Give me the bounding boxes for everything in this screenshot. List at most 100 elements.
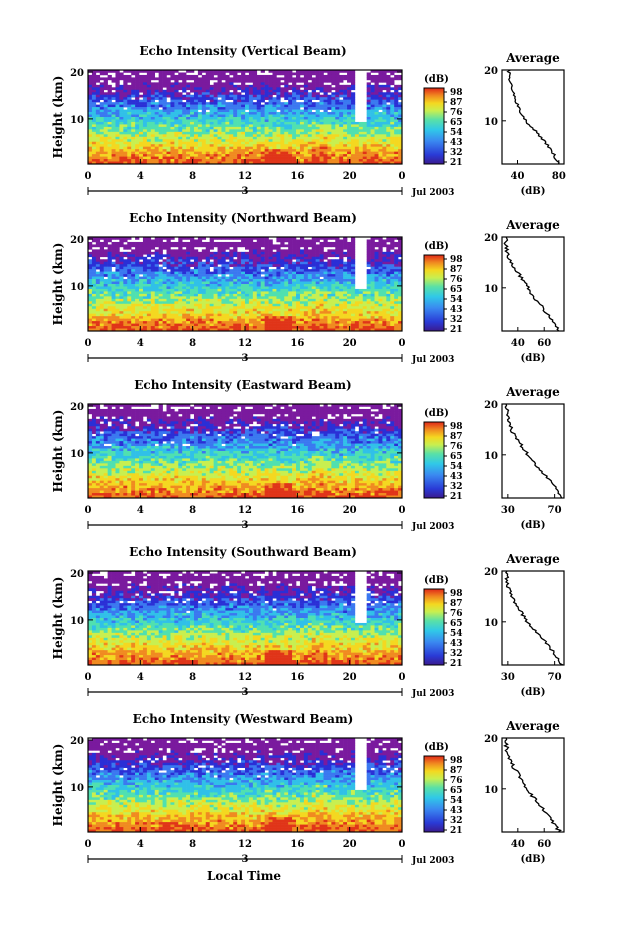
heatmap-cell — [163, 299, 167, 302]
heatmap-cell — [284, 304, 288, 307]
heatmap-cell — [229, 105, 233, 108]
heatmap-cell — [214, 159, 218, 162]
heatmap-cell — [143, 284, 147, 287]
heatmap-cell — [367, 294, 371, 297]
heatmap-cell — [378, 282, 382, 285]
heatmap-cell — [249, 92, 253, 95]
heatmap-cell — [292, 97, 296, 100]
heatmap-cell — [249, 299, 253, 302]
heatmap-cell — [343, 296, 347, 299]
heatmap-cell — [155, 242, 159, 245]
heatmap-cell — [139, 252, 143, 255]
heatmap-cell — [198, 286, 202, 289]
heatmap-cell — [159, 296, 163, 299]
heatmap-cell — [288, 154, 292, 157]
heatmap-cell — [276, 122, 280, 125]
heatmap-cell — [108, 284, 112, 287]
heatmap-cell — [190, 119, 194, 122]
heatmap-cell — [135, 244, 139, 247]
heatmap-cell — [174, 244, 178, 247]
heatmap-cell — [182, 80, 186, 83]
heatmap-cell — [119, 107, 123, 110]
heatmap-cell — [237, 87, 241, 90]
heatmap-cell — [245, 119, 249, 122]
panel-0: Echo Intensity (Vertical Beam)Height (km… — [51, 44, 566, 198]
heatmap-cell — [127, 294, 131, 297]
heatmap-cell — [339, 117, 343, 120]
heatmap-cell — [386, 142, 390, 145]
heatmap-cell — [351, 252, 355, 255]
heatmap-cell — [347, 252, 351, 255]
heatmap-cell — [151, 279, 155, 282]
heatmap-cell — [359, 159, 363, 162]
heatmap-cell — [127, 259, 131, 262]
heatmap-cell — [206, 286, 210, 289]
heatmap-cell — [151, 147, 155, 150]
heatmap-cell — [261, 129, 265, 132]
heatmap-cell — [206, 299, 210, 302]
heatmap-cell — [296, 239, 300, 242]
heatmap-cell — [96, 105, 100, 108]
heatmap-cell — [335, 242, 339, 245]
heatmap-cell — [198, 124, 202, 127]
heatmap-cell — [292, 77, 296, 80]
heatmap-cell — [182, 122, 186, 125]
heatmap-cell — [382, 257, 386, 260]
heatmap-cell — [123, 296, 127, 299]
heatmap-cell — [163, 139, 167, 142]
heatmap-cell — [159, 154, 163, 157]
heatmap-cell — [241, 282, 245, 285]
heatmap-cell — [233, 249, 237, 252]
heatmap-cell — [296, 95, 300, 98]
heatmap-cell — [88, 154, 92, 157]
heatmap-cell — [272, 75, 276, 78]
heatmap-cell — [131, 105, 135, 108]
heatmap-cell — [316, 152, 320, 155]
heatmap-cell — [386, 299, 390, 302]
heatmap-cell — [394, 100, 398, 103]
heatmap-cell — [190, 110, 194, 113]
heatmap-cell — [233, 112, 237, 115]
heatmap-cell — [221, 247, 225, 250]
heatmap-cell — [233, 274, 237, 277]
heatmap-cell — [108, 147, 112, 150]
heatmap-cell — [159, 117, 163, 120]
heatmap-cell — [178, 144, 182, 147]
heatmap-cell — [210, 272, 214, 275]
heatmap-cell — [92, 72, 96, 75]
heatmap-cell — [269, 247, 273, 250]
heatmap-cell — [276, 267, 280, 270]
heatmap-cell — [324, 102, 328, 105]
heatmap-cell — [378, 149, 382, 152]
heatmap-cell — [159, 299, 163, 302]
heatmap-cell — [170, 157, 174, 160]
heatmap-cell — [316, 279, 320, 282]
heatmap-cell — [296, 291, 300, 294]
average-y-tick-label: 20 — [484, 66, 498, 77]
heatmap-cell — [218, 77, 222, 80]
heatmap-cell — [316, 282, 320, 285]
heatmap-cell — [316, 144, 320, 147]
heatmap-cell — [308, 284, 312, 287]
heatmap-cell — [96, 149, 100, 152]
heatmap-cell — [221, 90, 225, 93]
heatmap-cell — [229, 306, 233, 309]
heatmap-cell — [92, 244, 96, 247]
heatmap-cell — [296, 254, 300, 257]
heatmap-cell — [202, 152, 206, 155]
heatmap-cell — [272, 77, 276, 80]
heatmap-cell — [225, 279, 229, 282]
heatmap-cell — [186, 92, 190, 95]
heatmap-cell — [206, 259, 210, 262]
heatmap-cell — [214, 132, 218, 135]
heatmap-cell — [386, 129, 390, 132]
heatmap-cell — [375, 272, 379, 275]
heatmap-cell — [269, 306, 273, 309]
heatmap-cell — [304, 304, 308, 307]
heatmap-cell — [167, 82, 171, 85]
heatmap-cell — [143, 102, 147, 105]
heatmap-cell — [218, 277, 222, 280]
heatmap-cell — [296, 269, 300, 272]
heatmap-cell — [186, 154, 190, 157]
heatmap-cell — [300, 262, 304, 265]
